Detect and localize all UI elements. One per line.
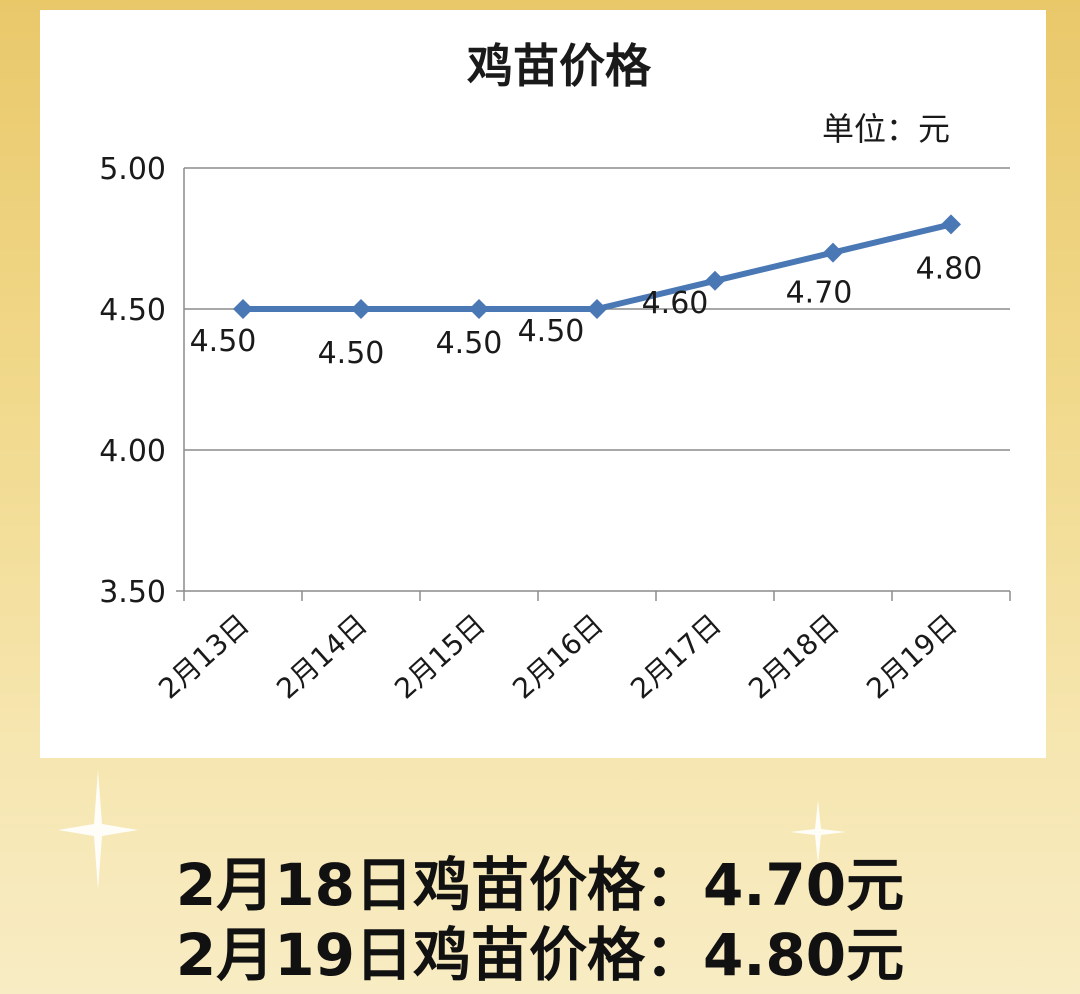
data-point (823, 242, 843, 263)
data-label: 4.50 (318, 336, 385, 371)
x-tick-label: 2月15日 (388, 608, 491, 706)
y-tick-label: 5.00 (99, 152, 166, 187)
data-label: 4.60 (642, 286, 709, 321)
x-tick-label: 2月13日 (152, 608, 255, 706)
data-point (351, 299, 371, 319)
caption-line-2: 2月19日鸡苗价格：4.80元 (175, 921, 905, 989)
data-point (705, 270, 725, 291)
data-point (469, 299, 489, 319)
y-tick-label: 3.50 (99, 575, 166, 610)
data-point (941, 214, 961, 235)
data-label: 4.80 (916, 251, 983, 286)
x-tick-label: 2月16日 (506, 608, 609, 706)
sparkle-icon (58, 770, 138, 890)
x-tick-label: 2月19日 (860, 608, 963, 706)
y-tick-label: 4.00 (99, 434, 166, 469)
data-point (587, 299, 607, 319)
data-label: 4.70 (786, 276, 853, 311)
chart-card: 鸡苗价格 单位：元 5.00 4.50 4.00 3.50 2月13日 2月14日 2月15… (40, 10, 1046, 758)
caption-line-1: 2月18日鸡苗价格：4.70元 (175, 851, 905, 919)
x-tick-label: 2月14日 (270, 608, 373, 706)
chart-title: 鸡苗价格 (467, 39, 652, 93)
sparkle-icon (790, 800, 846, 864)
data-label: 4.50 (518, 314, 585, 349)
data-label: 4.50 (436, 326, 503, 361)
x-tick-label: 2月17日 (624, 608, 727, 706)
data-label: 4.50 (190, 324, 257, 359)
unit-label: 单位：元 (822, 110, 950, 148)
y-tick-label: 4.50 (99, 293, 166, 328)
x-tick-label: 2月18日 (742, 608, 845, 706)
data-point (233, 299, 253, 319)
